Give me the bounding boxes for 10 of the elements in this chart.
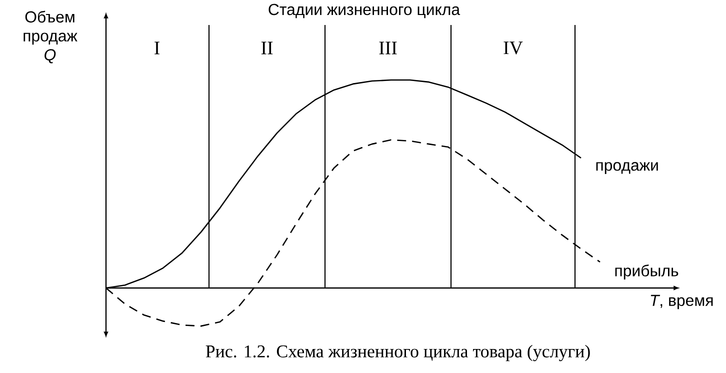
y-axis-title: Объем продаж Q [24,10,78,64]
text: Рис. 1.2. Схема жизненного цикла товара (услуги) [206,344,590,362]
text: I [154,42,160,54]
series-label: прибыль [615,264,678,280]
chart-title: Стадии жизненного цикла [268,4,460,18]
text: II [261,42,273,54]
text: III [379,42,397,54]
series-label: продажи [596,162,658,174]
text: IV [504,42,523,54]
x-axis-title: T, время [650,294,713,310]
